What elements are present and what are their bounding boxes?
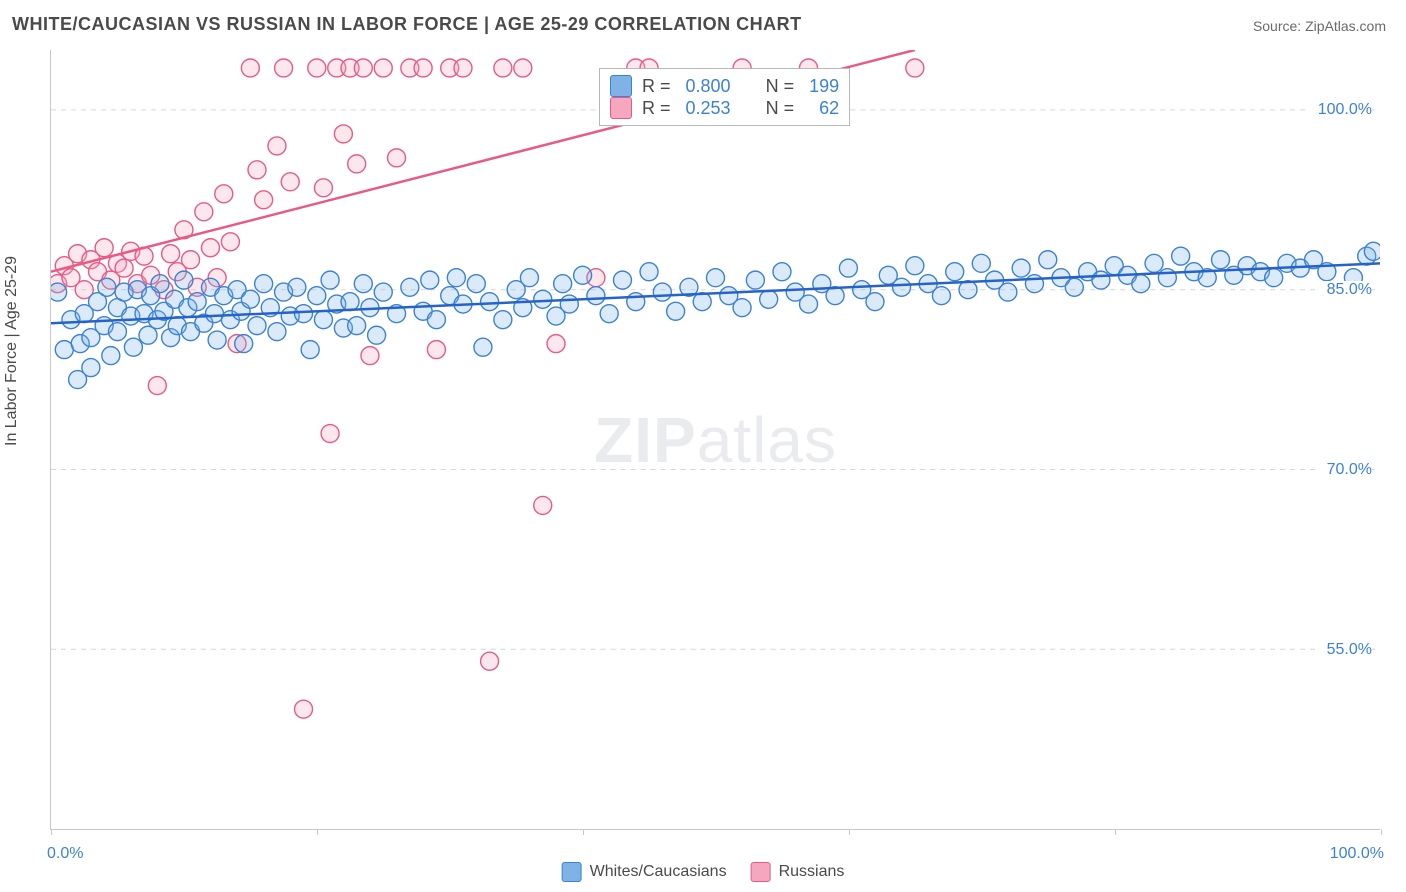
source-label: Source: ZipAtlas.com: [1253, 18, 1386, 34]
stats-n-label: N =: [766, 98, 800, 119]
stats-n-label: N =: [766, 76, 800, 97]
stats-legend-swatch: [610, 97, 632, 119]
x-tick-mark: [1115, 829, 1116, 835]
correlation-chart: WHITE/CAUCASIAN VS RUSSIAN IN LABOR FORC…: [0, 0, 1406, 892]
stats-r-label: R =: [642, 76, 676, 97]
chart-title: WHITE/CAUCASIAN VS RUSSIAN IN LABOR FORC…: [12, 14, 802, 35]
y-tick-label: 100.0%: [1308, 101, 1372, 119]
x-tick-mark: [583, 829, 584, 835]
legend-swatch-russians: [751, 862, 771, 882]
y-tick-label: 55.0%: [1317, 641, 1372, 659]
stats-r-label: R =: [642, 98, 676, 119]
y-tick-label: 85.0%: [1317, 281, 1372, 299]
stats-r-value: 0.253: [686, 98, 731, 119]
stats-legend-row: R = 0.253 N = 62: [610, 97, 839, 119]
watermark-bold: ZIP: [594, 404, 697, 476]
x-tick-mark: [51, 829, 52, 835]
legend-label-russians: Russians: [779, 863, 845, 881]
watermark: ZIPatlas: [594, 403, 837, 477]
plot-area: 55.0%70.0%85.0%100.0% 0.0% 100.0% R = 0.…: [50, 50, 1380, 830]
stats-n-value: 62: [809, 98, 839, 119]
x-axis-min-label: 0.0%: [47, 845, 83, 863]
x-tick-mark: [849, 829, 850, 835]
stats-legend-row: R = 0.800 N = 199: [610, 75, 839, 97]
x-tick-mark: [317, 829, 318, 835]
stats-legend: R = 0.800 N = 199R = 0.253 N = 62: [599, 68, 850, 126]
x-axis-max-label: 100.0%: [1330, 845, 1384, 863]
legend-swatch-whites: [562, 862, 582, 882]
stats-legend-swatch: [610, 75, 632, 97]
legend-label-whites: Whites/Caucasians: [590, 863, 727, 881]
x-tick-mark: [1381, 829, 1382, 835]
watermark-rest: atlas: [697, 404, 837, 476]
stats-r-value: 0.800: [686, 76, 731, 97]
y-tick-label: 70.0%: [1317, 461, 1372, 479]
stats-n-value: 199: [809, 76, 839, 97]
y-axis-label: In Labor Force | Age 25-29: [3, 256, 21, 446]
legend-item-russians: Russians: [751, 862, 845, 882]
bottom-legend: Whites/Caucasians Russians: [562, 862, 845, 882]
legend-item-whites: Whites/Caucasians: [562, 862, 727, 882]
